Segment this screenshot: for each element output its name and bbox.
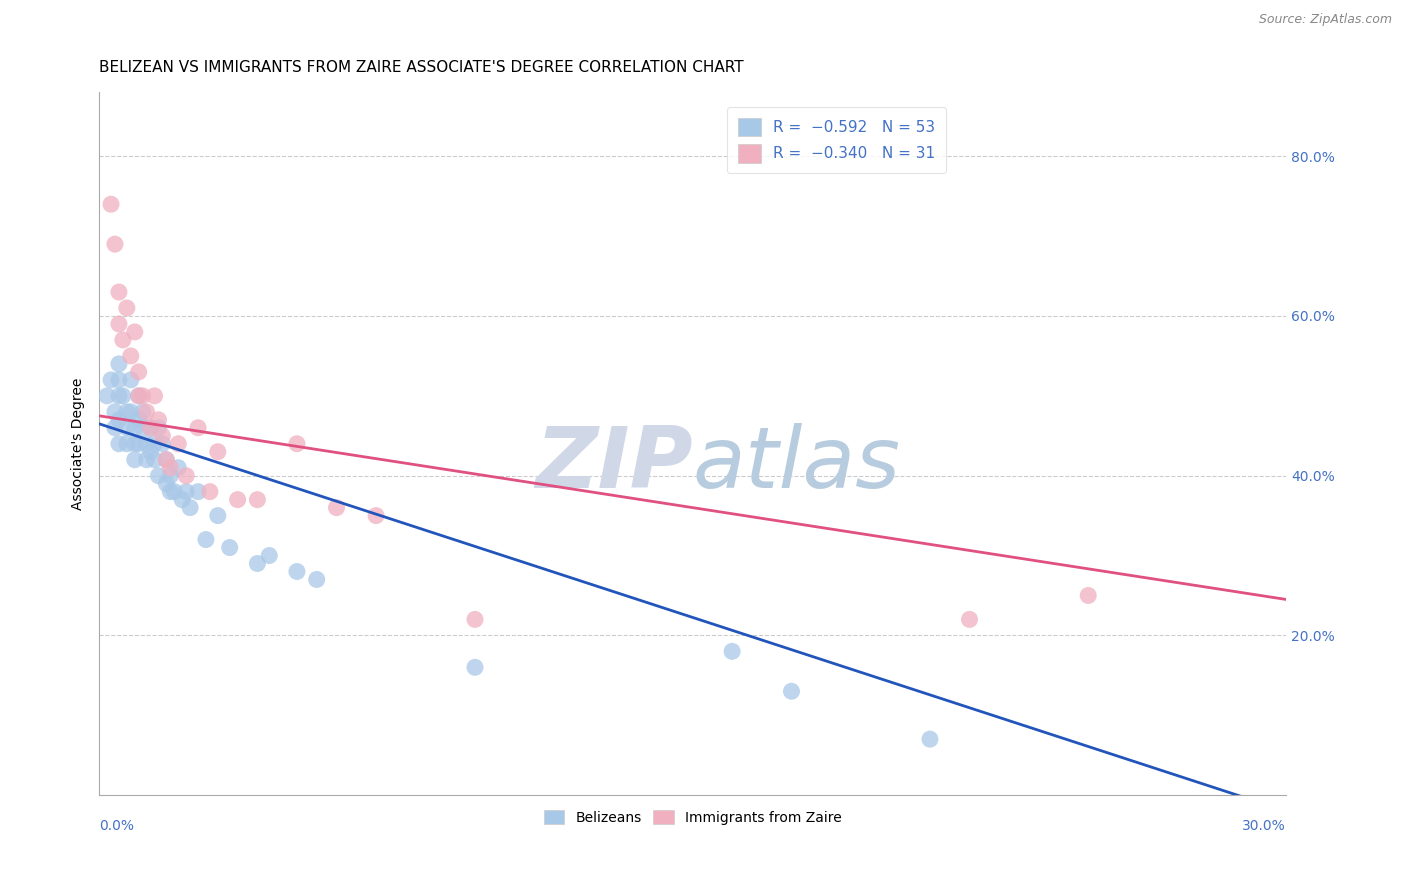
Point (187, 484, 209, 499)
Point (139, 421, 162, 435)
Point (104, 237, 127, 252)
Point (155, 452, 177, 467)
Point (124, 436, 146, 450)
Point (143, 436, 166, 450)
Point (111, 389, 134, 403)
Point (172, 492, 194, 507)
Point (325, 500, 347, 515)
Point (139, 421, 162, 435)
Point (155, 476, 177, 491)
Text: 0.0%: 0.0% (100, 819, 134, 833)
Point (120, 405, 142, 419)
Point (115, 436, 138, 450)
Point (167, 436, 190, 450)
Point (100, 373, 122, 387)
Point (135, 452, 157, 467)
Point (155, 452, 177, 467)
Point (285, 436, 308, 450)
Point (124, 325, 146, 339)
Point (120, 373, 142, 387)
Point (128, 389, 150, 403)
Point (464, 660, 486, 674)
Point (246, 492, 269, 507)
Point (143, 389, 166, 403)
Point (124, 421, 146, 435)
Point (108, 436, 131, 450)
Point (152, 429, 174, 443)
Point (111, 333, 134, 347)
Point (143, 452, 166, 467)
Point (108, 357, 131, 371)
Point (226, 492, 249, 507)
Point (96, 389, 118, 403)
Point (218, 541, 240, 555)
Point (721, 644, 744, 658)
Point (128, 365, 150, 379)
Point (115, 405, 138, 419)
Point (174, 484, 197, 499)
Text: 30.0%: 30.0% (1243, 819, 1286, 833)
Point (285, 565, 308, 579)
Point (108, 373, 131, 387)
Point (104, 421, 127, 435)
Point (179, 500, 201, 515)
Point (135, 405, 157, 419)
Point (187, 421, 209, 435)
Point (174, 468, 197, 483)
Y-axis label: Associate's Degree: Associate's Degree (72, 377, 86, 510)
Point (194, 533, 217, 547)
Point (108, 317, 131, 331)
Point (108, 285, 131, 299)
Point (152, 436, 174, 450)
Point (918, 732, 941, 747)
Point (128, 389, 150, 403)
Point (131, 389, 153, 403)
Text: Source: ZipAtlas.com: Source: ZipAtlas.com (1258, 13, 1392, 27)
Point (780, 684, 803, 698)
Point (135, 436, 157, 450)
Point (364, 508, 387, 523)
Text: atlas: atlas (693, 424, 901, 507)
Point (120, 349, 142, 363)
Point (131, 405, 153, 419)
Point (959, 612, 981, 626)
Point (198, 484, 221, 499)
Point (131, 421, 153, 435)
Point (159, 484, 181, 499)
Point (207, 508, 229, 523)
Point (128, 436, 150, 450)
Point (128, 413, 150, 427)
Point (246, 557, 269, 571)
Point (124, 452, 146, 467)
Point (108, 413, 131, 427)
Point (148, 413, 170, 427)
Point (163, 484, 186, 499)
Point (108, 389, 131, 403)
Point (115, 421, 138, 435)
Point (1077, 589, 1099, 603)
Point (100, 197, 122, 211)
Point (159, 460, 181, 475)
Point (139, 444, 162, 458)
Point (148, 421, 170, 435)
Point (464, 612, 486, 626)
Text: ZIP: ZIP (534, 424, 693, 507)
Point (167, 460, 190, 475)
Point (305, 573, 328, 587)
Legend: Belizeans, Immigrants from Zaire: Belizeans, Immigrants from Zaire (538, 805, 848, 830)
Point (259, 549, 281, 563)
Point (104, 405, 127, 419)
Point (148, 468, 170, 483)
Point (115, 301, 138, 315)
Point (207, 444, 229, 458)
Point (159, 468, 181, 483)
Text: BELIZEAN VS IMMIGRANTS FROM ZAIRE ASSOCIATE'S DEGREE CORRELATION CHART: BELIZEAN VS IMMIGRANTS FROM ZAIRE ASSOCI… (100, 60, 744, 75)
